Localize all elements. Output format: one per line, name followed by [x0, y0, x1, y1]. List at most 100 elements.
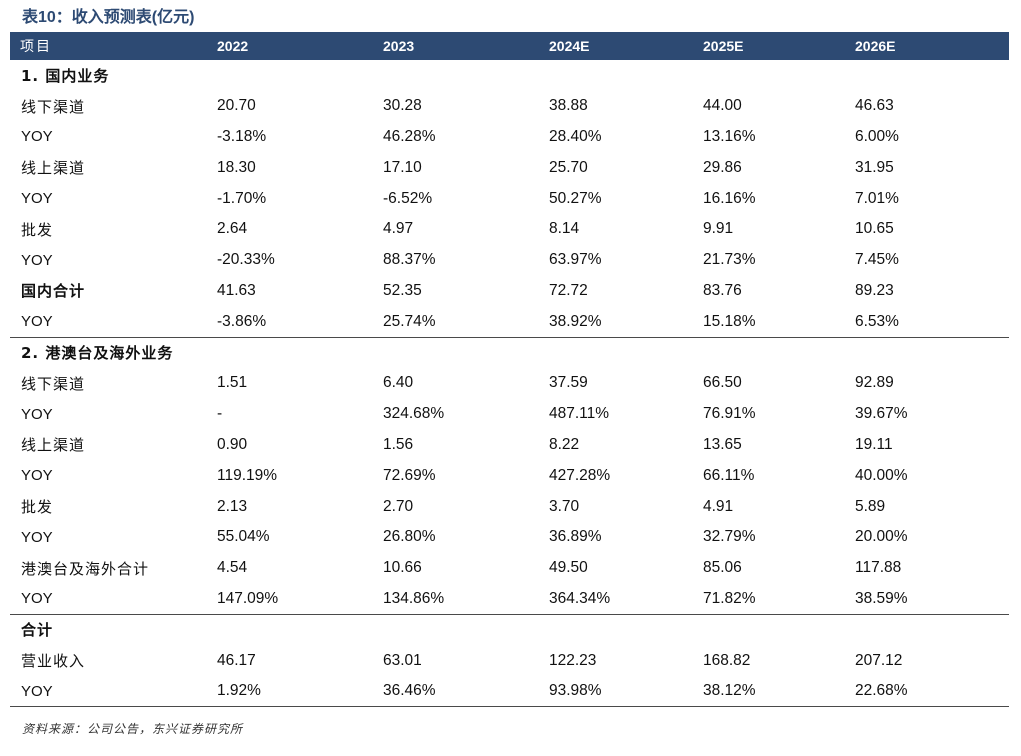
table-row: 线下渠道 1.51 6.40 37.59 66.50 92.89	[10, 368, 1009, 399]
subtotal-row: 国内合计 41.63 52.35 72.72 83.76 89.23	[10, 276, 1009, 307]
value-cell-2025e: 29.86	[703, 158, 742, 176]
row-label: 线上渠道	[21, 159, 86, 178]
value-cell-2023: 30.28	[383, 97, 422, 115]
value-cell-2023: 63.01	[383, 651, 422, 669]
value-cell-2025e: 13.16%	[703, 127, 756, 145]
table-header: 项目 2022 2023 2024E 2025E 2026E	[10, 32, 1009, 60]
value-cell-2026e: 31.95	[855, 158, 894, 176]
value-cell-2023: 134.86%	[383, 589, 445, 607]
yoy-row: YOY -1.70% -6.52% 50.27% 16.16% 7.01%	[10, 183, 1009, 214]
value-cell-2024e: 122.23	[549, 651, 597, 669]
value-cell-2024e	[549, 336, 703, 368]
value-cell-2025e: 9.91	[703, 220, 734, 238]
value-cell-2026e: 6.00%	[855, 127, 899, 145]
value-cell-2023: 324.68%	[383, 405, 445, 423]
value-cell-2025e: 71.82%	[703, 589, 756, 607]
table-row: 线上渠道 18.30 17.10 25.70 29.86 31.95	[10, 152, 1009, 183]
yoy-row: YOY 1.92% 36.46% 93.98% 38.12% 22.68%	[10, 675, 1009, 708]
yoy-row: YOY - 324.68% 487.11% 76.91% 39.67%	[10, 399, 1009, 430]
value-cell-2026e: 117.88	[855, 559, 902, 577]
value-cell-2025e	[703, 60, 855, 91]
row-label: 线下渠道	[21, 97, 86, 116]
column-header-2025e: 2025E	[703, 38, 744, 54]
table-row: 线上渠道 0.90 1.56 8.22 13.65 19.11	[10, 430, 1009, 461]
value-cell-2022	[217, 336, 383, 368]
value-cell-2023: -6.52%	[383, 189, 433, 207]
row-label: YOY	[21, 313, 53, 331]
value-cell-2022: 20.70	[217, 97, 256, 115]
yoy-row: YOY 147.09% 134.86% 364.34% 71.82% 38.59%	[10, 584, 1009, 615]
value-cell-2024e: 3.70	[549, 497, 580, 515]
section-title: 1. 国内业务	[21, 66, 110, 85]
row-label: YOY	[21, 590, 53, 608]
value-cell-2022	[217, 60, 383, 91]
value-cell-2025e: 44.00	[703, 97, 742, 115]
value-cell-2025e	[703, 613, 855, 646]
table-row: 批发 2.64 4.97 8.14 9.91 10.65	[10, 214, 1009, 245]
value-cell-2022: -3.18%	[217, 127, 267, 145]
value-cell-2026e	[855, 336, 1009, 368]
row-label: YOY	[21, 128, 53, 146]
section-title: 合计	[10, 613, 217, 646]
value-cell-2024e: 28.40%	[549, 127, 602, 145]
value-cell-2026e: 7.01%	[855, 189, 899, 207]
value-cell-2024e: 38.92%	[549, 312, 602, 330]
value-cell-2022: 0.90	[217, 435, 248, 453]
row-label: YOY	[21, 251, 53, 269]
value-cell-2022: 46.17	[217, 651, 256, 669]
value-cell-2024e: 93.98%	[549, 675, 703, 708]
value-cell-2022: 147.09%	[217, 589, 279, 607]
value-cell-2026e: 10.65	[855, 220, 894, 238]
value-cell-2026e: 6.53%	[855, 312, 899, 330]
table-row: 线下渠道 20.70 30.28 38.88 44.00 46.63	[10, 91, 1009, 122]
table-row: 港澳台及海外合计 4.54 10.66 49.50 85.06 117.88	[10, 553, 1009, 584]
yoy-row: YOY -3.86% 25.74% 38.92% 15.18% 6.53%	[10, 306, 1009, 337]
value-cell-2024e: 50.27%	[549, 189, 602, 207]
value-cell-2022: -	[217, 405, 223, 423]
revenue-forecast-table-wrapper: 项目 2022 2023 2024E 2025E 2026E 1. 国内业务 线下…	[10, 32, 1009, 708]
column-header-2023: 2023	[383, 38, 415, 54]
value-cell-2026e: 39.67%	[855, 405, 908, 423]
value-cell-2022: 41.63	[217, 281, 256, 299]
value-cell-2022: -20.33%	[217, 251, 275, 269]
value-cell-2022: 2.64	[217, 220, 248, 238]
value-cell-2025e: 32.79%	[703, 528, 756, 546]
value-cell-2025e: 66.11%	[703, 466, 755, 484]
value-cell-2023: 88.37%	[383, 251, 436, 269]
value-cell-2026e: 207.12	[855, 651, 903, 669]
value-cell-2024e	[549, 60, 703, 91]
value-cell-2026e: 40.00%	[855, 466, 908, 484]
revenue-forecast-table: 项目 2022 2023 2024E 2025E 2026E 1. 国内业务 线下…	[10, 32, 1009, 708]
row-label: 港澳台及海外合计	[21, 559, 150, 578]
value-cell-2023: 25.74%	[383, 312, 436, 330]
value-cell-2023: 36.46%	[383, 675, 549, 708]
value-cell-2022: 119.19%	[217, 466, 278, 484]
value-cell-2025e: 168.82	[703, 651, 751, 669]
value-cell-2023: 10.66	[383, 559, 422, 577]
table-row: 营业收入 46.17 63.01 122.23 168.82 207.12	[10, 645, 1009, 676]
value-cell-2022: 4.54	[217, 559, 248, 577]
row-label: YOY	[21, 190, 53, 208]
value-cell-2022	[217, 613, 383, 646]
value-cell-2024e: 364.34%	[549, 589, 611, 607]
value-cell-2025e: 21.73%	[703, 251, 756, 269]
value-cell-2023: 17.10	[383, 158, 422, 176]
row-label: 批发	[21, 220, 54, 239]
row-label: 线上渠道	[21, 436, 86, 455]
value-cell-2026e: 92.89	[855, 374, 894, 392]
column-header-item: 项目	[20, 39, 52, 55]
value-cell-2025e: 66.50	[703, 374, 742, 392]
value-cell-2024e: 427.28%	[549, 466, 611, 484]
value-cell-2025e: 4.91	[703, 497, 734, 515]
value-cell-2026e: 89.23	[855, 281, 894, 299]
value-cell-2023	[383, 336, 549, 368]
row-label: 线下渠道	[21, 374, 86, 393]
value-cell-2022: 1.92%	[217, 675, 383, 708]
value-cell-2024e: 36.89%	[549, 528, 602, 546]
value-cell-2023	[383, 60, 549, 91]
row-label: YOY	[10, 675, 217, 708]
section-header-row: 1. 国内业务	[10, 60, 1009, 91]
value-cell-2023: 46.28%	[383, 127, 436, 145]
value-cell-2025e: 83.76	[703, 281, 742, 299]
value-cell-2022: 55.04%	[217, 528, 270, 546]
